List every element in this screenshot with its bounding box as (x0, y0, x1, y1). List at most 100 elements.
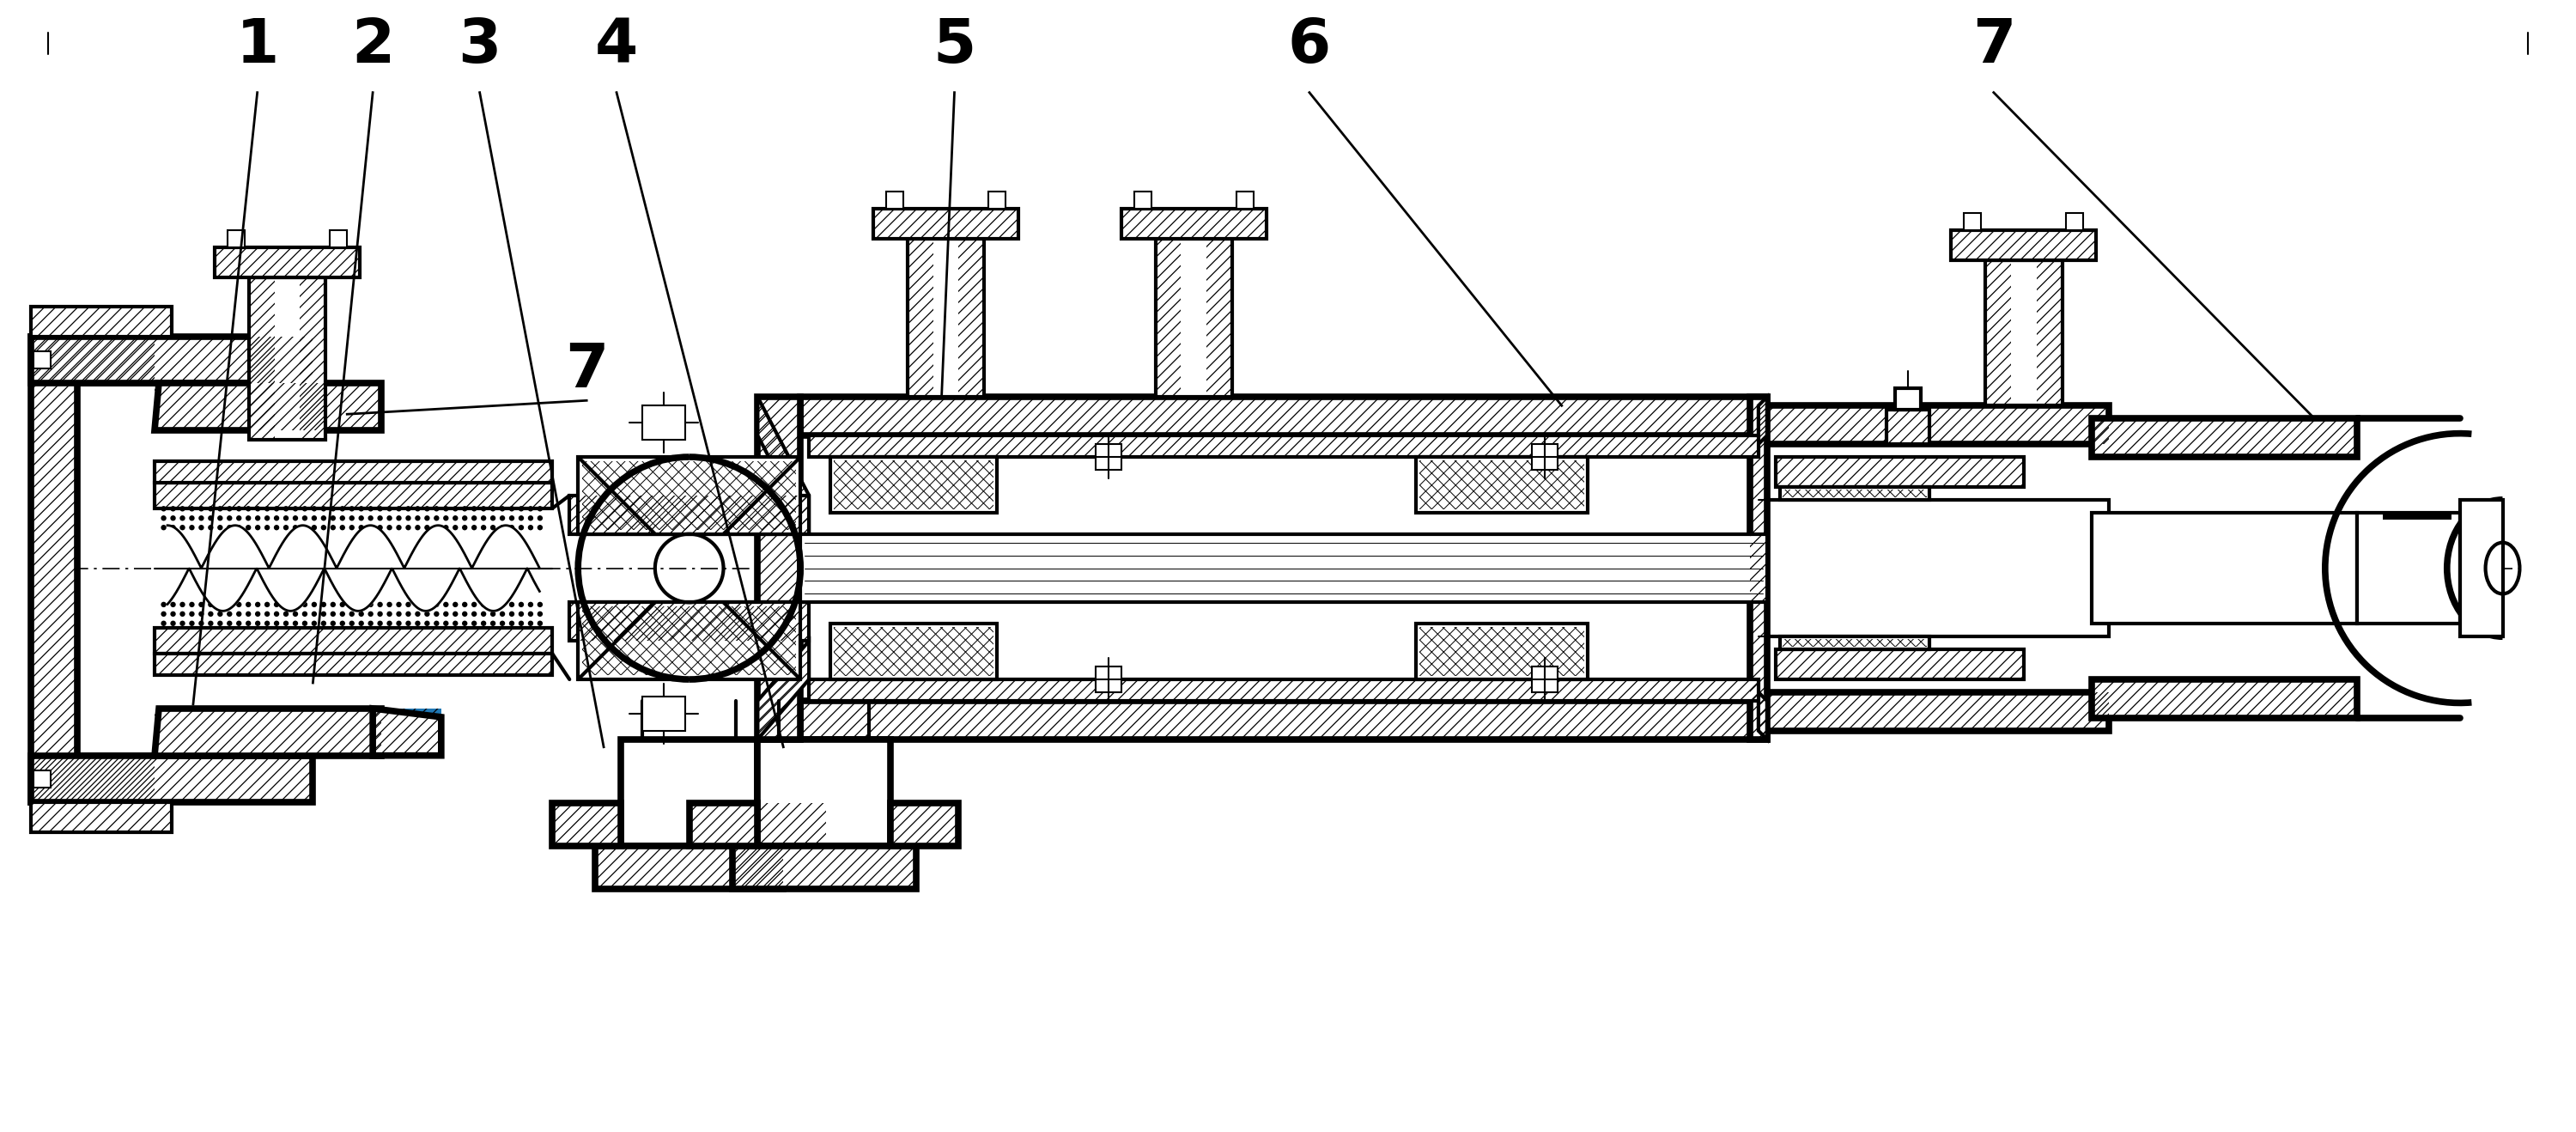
Circle shape (283, 611, 289, 616)
Bar (757, 804, 827, 847)
Bar (2383, 513, 2452, 520)
Bar (1095, 444, 1121, 470)
Bar (1759, 405, 2110, 444)
Circle shape (237, 507, 242, 511)
Circle shape (368, 602, 374, 607)
Bar (155, 461, 551, 482)
Bar (214, 248, 361, 277)
Circle shape (528, 611, 533, 616)
Bar (1783, 489, 1927, 497)
Polygon shape (31, 336, 155, 803)
Bar (595, 847, 783, 889)
Bar (155, 384, 160, 755)
Bar (569, 602, 809, 641)
Circle shape (330, 516, 335, 521)
Circle shape (170, 507, 175, 511)
Circle shape (453, 525, 459, 530)
Circle shape (198, 525, 204, 530)
Bar (582, 607, 796, 675)
Circle shape (492, 621, 495, 626)
Circle shape (237, 516, 242, 521)
Circle shape (237, 602, 242, 607)
Bar (227, 230, 245, 248)
Circle shape (312, 602, 317, 607)
Bar (809, 679, 1759, 701)
Circle shape (397, 525, 402, 530)
Bar (907, 239, 984, 397)
Bar (1775, 457, 2025, 487)
Circle shape (301, 611, 307, 616)
Bar (716, 739, 757, 847)
Polygon shape (31, 336, 155, 803)
Bar (989, 191, 1005, 208)
Circle shape (453, 602, 459, 607)
Bar (155, 461, 551, 482)
Circle shape (198, 516, 204, 521)
Bar (1533, 444, 1558, 470)
Circle shape (237, 621, 242, 626)
Circle shape (407, 507, 410, 511)
Circle shape (255, 602, 260, 607)
Circle shape (340, 621, 345, 626)
Circle shape (322, 621, 325, 626)
Circle shape (435, 525, 438, 530)
Circle shape (247, 611, 250, 616)
Circle shape (276, 611, 278, 616)
Circle shape (397, 611, 402, 616)
Circle shape (464, 525, 466, 530)
Circle shape (500, 507, 505, 511)
Bar (1896, 388, 1922, 410)
Bar (250, 277, 325, 440)
Circle shape (492, 516, 495, 521)
Bar (1986, 260, 2012, 405)
Circle shape (312, 525, 317, 530)
Bar (809, 679, 1759, 701)
Bar (31, 307, 173, 336)
Circle shape (219, 525, 222, 530)
Bar (1419, 627, 1584, 676)
Circle shape (247, 525, 250, 530)
Circle shape (407, 602, 410, 607)
Circle shape (180, 602, 185, 607)
Circle shape (471, 621, 477, 626)
Bar (1749, 397, 1767, 739)
Polygon shape (757, 397, 809, 534)
Circle shape (198, 611, 204, 616)
Circle shape (407, 621, 410, 626)
Bar (757, 397, 801, 739)
Bar (801, 397, 1767, 436)
Bar (551, 804, 621, 847)
Circle shape (198, 602, 204, 607)
Polygon shape (757, 641, 809, 739)
Circle shape (510, 602, 513, 607)
Circle shape (528, 507, 533, 511)
Circle shape (492, 525, 495, 530)
Circle shape (227, 507, 232, 511)
Circle shape (500, 516, 505, 521)
Polygon shape (1759, 397, 1767, 444)
Circle shape (340, 611, 345, 616)
Bar (569, 496, 809, 534)
Circle shape (265, 516, 270, 521)
Circle shape (294, 621, 296, 626)
Circle shape (358, 525, 363, 530)
Bar (958, 239, 984, 397)
Circle shape (219, 621, 222, 626)
Circle shape (425, 611, 430, 616)
Bar (2092, 513, 2357, 624)
Bar (835, 461, 994, 509)
Bar (2092, 679, 2357, 718)
Bar (621, 739, 757, 847)
Circle shape (350, 602, 353, 607)
Circle shape (283, 602, 289, 607)
Circle shape (219, 611, 222, 616)
Bar (577, 602, 801, 679)
Text: 7: 7 (1973, 16, 2014, 76)
Circle shape (358, 611, 363, 616)
Bar (551, 804, 621, 847)
Bar (757, 739, 801, 847)
Circle shape (301, 507, 307, 511)
Circle shape (162, 507, 165, 511)
Circle shape (162, 525, 165, 530)
Circle shape (276, 507, 278, 511)
